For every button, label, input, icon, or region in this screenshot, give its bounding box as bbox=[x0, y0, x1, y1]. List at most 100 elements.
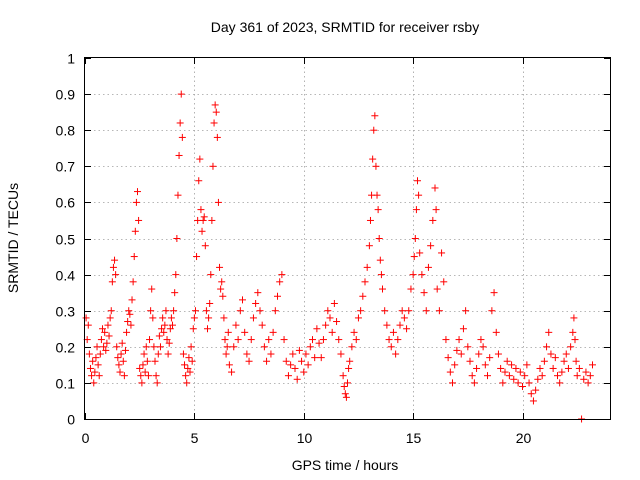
data-point bbox=[470, 379, 478, 387]
data-point bbox=[135, 216, 143, 224]
data-point bbox=[182, 372, 190, 380]
data-points bbox=[82, 90, 596, 423]
data-point bbox=[287, 361, 295, 369]
data-point bbox=[315, 339, 323, 347]
data-point bbox=[366, 216, 374, 224]
data-point bbox=[221, 336, 229, 344]
data-point bbox=[324, 307, 332, 315]
data-point bbox=[93, 343, 101, 351]
data-point bbox=[298, 357, 306, 365]
data-point bbox=[204, 325, 211, 333]
data-point bbox=[164, 350, 172, 358]
data-point bbox=[560, 357, 568, 365]
data-point bbox=[184, 364, 192, 372]
data-point bbox=[534, 375, 542, 383]
data-point bbox=[249, 314, 257, 322]
data-point bbox=[586, 372, 594, 380]
data-point bbox=[243, 350, 251, 358]
data-point bbox=[567, 343, 575, 351]
data-point bbox=[396, 321, 404, 329]
data-point bbox=[147, 307, 155, 315]
data-point bbox=[234, 336, 242, 344]
y-tick-label: 0.1 bbox=[56, 376, 76, 392]
data-point bbox=[191, 307, 199, 315]
data-point bbox=[169, 321, 176, 329]
data-point bbox=[206, 299, 214, 307]
data-point bbox=[387, 343, 395, 351]
data-point bbox=[516, 368, 524, 376]
data-point bbox=[412, 206, 420, 214]
data-point bbox=[121, 346, 129, 354]
data-point bbox=[289, 350, 297, 358]
data-point bbox=[420, 289, 428, 297]
data-point bbox=[451, 361, 459, 369]
data-point bbox=[432, 206, 440, 214]
data-point bbox=[379, 285, 386, 293]
data-point bbox=[322, 321, 330, 329]
data-point bbox=[188, 357, 196, 365]
data-point bbox=[562, 350, 570, 358]
data-point bbox=[551, 354, 559, 362]
data-point bbox=[85, 350, 93, 358]
data-point bbox=[276, 278, 284, 286]
data-point bbox=[369, 155, 377, 163]
data-point bbox=[103, 339, 111, 347]
data-point bbox=[84, 321, 92, 329]
data-point bbox=[527, 390, 535, 398]
data-point bbox=[260, 343, 268, 351]
data-point bbox=[519, 383, 526, 391]
data-point bbox=[151, 357, 159, 365]
grid-lines bbox=[85, 58, 610, 419]
data-point bbox=[418, 271, 426, 279]
data-point bbox=[455, 336, 463, 344]
data-point bbox=[149, 314, 157, 322]
data-point bbox=[156, 343, 164, 351]
data-point bbox=[118, 339, 126, 347]
data-point bbox=[150, 343, 158, 351]
data-point bbox=[508, 361, 516, 369]
y-tick-label: 1 bbox=[67, 51, 75, 67]
data-point bbox=[106, 314, 114, 322]
data-point bbox=[124, 318, 132, 326]
data-point bbox=[207, 271, 215, 279]
data-point bbox=[306, 343, 314, 351]
data-point bbox=[161, 321, 169, 329]
data-point bbox=[241, 328, 249, 336]
data-point bbox=[132, 198, 140, 206]
data-point bbox=[309, 336, 316, 344]
data-point bbox=[130, 253, 138, 261]
data-point bbox=[429, 216, 437, 224]
data-point bbox=[236, 307, 244, 315]
data-point bbox=[311, 354, 319, 362]
data-point bbox=[505, 372, 513, 380]
data-point bbox=[503, 357, 511, 365]
data-point bbox=[431, 184, 439, 192]
data-point bbox=[232, 321, 240, 329]
data-point bbox=[532, 386, 540, 394]
data-point bbox=[473, 364, 481, 372]
data-point bbox=[464, 343, 472, 351]
data-point bbox=[398, 307, 406, 315]
data-point bbox=[143, 357, 151, 365]
data-point bbox=[100, 343, 108, 351]
data-point bbox=[185, 354, 193, 362]
data-point bbox=[354, 314, 362, 322]
data-point bbox=[176, 119, 184, 127]
data-point bbox=[293, 375, 301, 383]
data-point bbox=[284, 372, 292, 380]
data-point bbox=[102, 346, 110, 354]
data-point bbox=[394, 336, 402, 344]
data-point bbox=[256, 307, 264, 315]
data-point bbox=[291, 364, 299, 372]
data-point bbox=[466, 357, 474, 365]
data-point bbox=[584, 379, 592, 387]
data-point bbox=[335, 336, 343, 344]
data-point bbox=[435, 307, 443, 315]
data-point bbox=[153, 379, 161, 387]
data-point bbox=[549, 364, 557, 372]
data-point bbox=[171, 289, 179, 297]
data-point bbox=[89, 357, 97, 365]
data-point bbox=[158, 325, 166, 333]
data-point bbox=[138, 379, 146, 387]
data-point bbox=[205, 314, 213, 322]
